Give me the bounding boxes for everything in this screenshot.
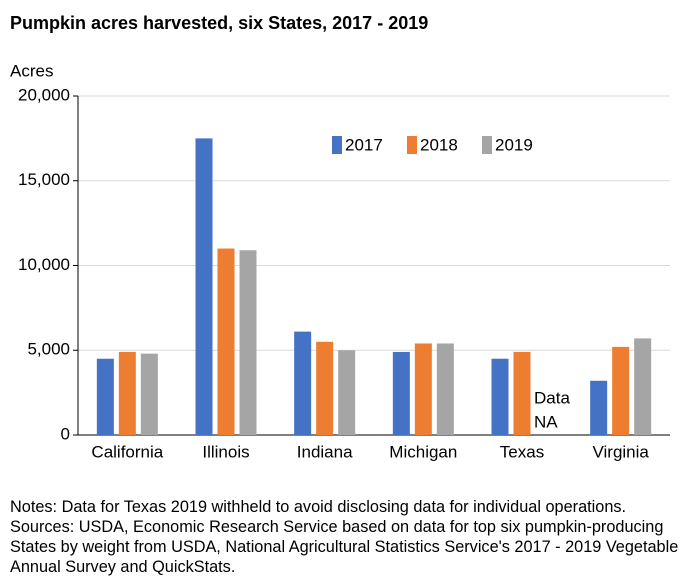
bar	[590, 380, 608, 435]
y-axis-label: Acres	[10, 61, 53, 80]
legend-swatch	[332, 136, 342, 154]
chart-title: Pumpkin acres harvested, six States, 201…	[10, 13, 428, 33]
x-tick-label: Indiana	[297, 442, 353, 461]
bar	[436, 343, 454, 435]
bar	[294, 331, 312, 435]
annotation: Data	[534, 388, 570, 407]
legend-label: 2018	[420, 135, 458, 154]
legend-label: 2017	[345, 135, 383, 154]
notes: Notes: Data for Texas 2019 withheld to a…	[10, 498, 627, 516]
x-tick-label: Texas	[500, 442, 544, 461]
sources: Sources: USDA, Economic Research Service…	[10, 518, 679, 576]
bar	[634, 338, 652, 435]
x-tick-label: Virginia	[592, 442, 649, 461]
bar	[96, 358, 114, 435]
bar	[239, 250, 257, 435]
y-tick-label: 10,000	[18, 255, 70, 274]
x-tick-label: California	[91, 442, 163, 461]
bar	[392, 351, 410, 435]
legend-label: 2019	[495, 135, 533, 154]
bar	[118, 351, 136, 435]
bar	[414, 343, 432, 435]
annotation: NA	[534, 412, 558, 431]
legend-swatch	[407, 136, 417, 154]
y-tick-label: 20,000	[18, 85, 70, 104]
bar	[338, 350, 356, 435]
bar	[140, 353, 158, 435]
bar	[491, 358, 509, 435]
bar	[513, 351, 531, 435]
bar	[195, 138, 213, 435]
legend-swatch	[482, 136, 492, 154]
y-tick-label: 0	[61, 424, 70, 443]
bar	[316, 341, 334, 435]
bar	[217, 248, 235, 435]
y-tick-label: 5,000	[27, 340, 70, 359]
x-tick-label: Michigan	[389, 442, 457, 461]
x-tick-label: Illinois	[202, 442, 249, 461]
bar	[612, 346, 630, 435]
footnotes: Notes: Data for Texas 2019 withheld to a…	[10, 497, 695, 577]
chart: Pumpkin acres harvested, six States, 201…	[10, 13, 670, 461]
y-tick-label: 15,000	[18, 170, 70, 189]
